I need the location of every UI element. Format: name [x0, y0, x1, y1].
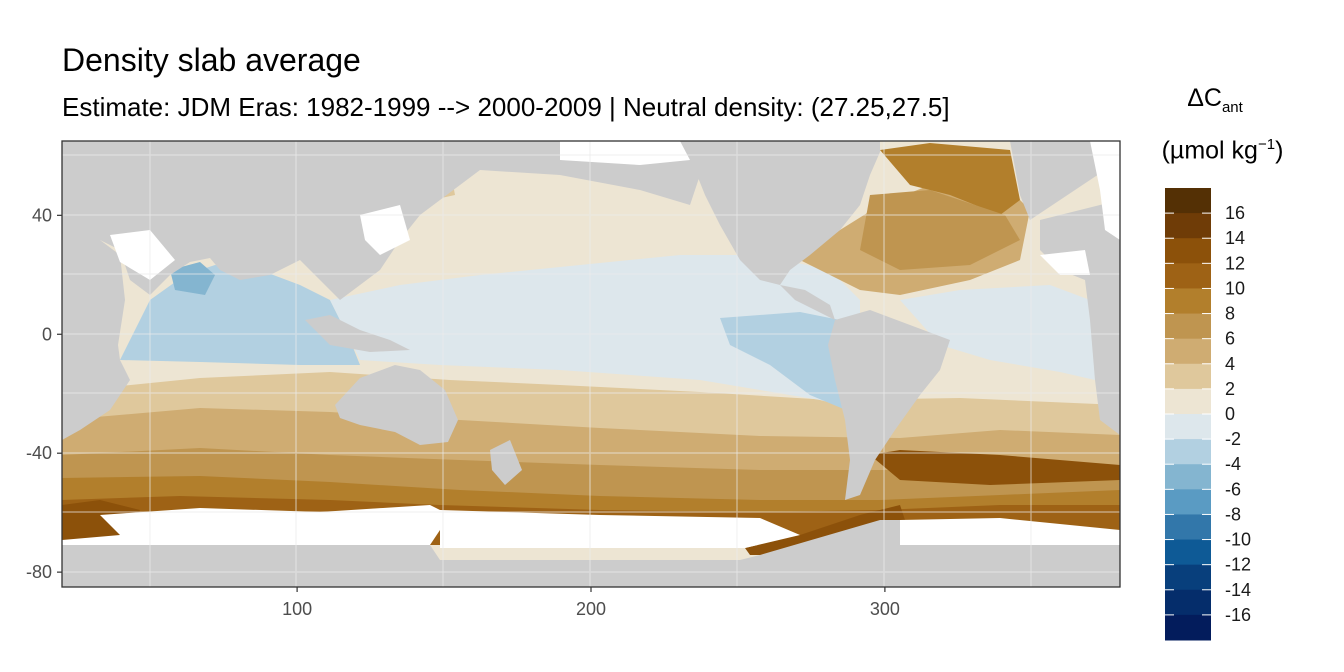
legend-label: 0: [1225, 404, 1235, 424]
legend-swatch: [1165, 489, 1211, 515]
legend-label: 10: [1225, 278, 1245, 298]
no-data-east-antarctic: [900, 518, 1120, 545]
chart-title: Density slab average: [62, 42, 361, 78]
x-axis: 100 200 300: [282, 587, 900, 619]
legend-swatch: [1165, 414, 1211, 440]
tropical-bands: [120, 255, 1095, 415]
map-panel: [62, 141, 1120, 587]
legend-label: -2: [1225, 429, 1241, 449]
legend-unit-superscript: −1: [1257, 136, 1276, 153]
no-data: [62, 141, 1120, 548]
land-asia: [62, 141, 880, 300]
y-tick-label: 0: [42, 324, 52, 344]
x-tick-label: 100: [282, 599, 312, 619]
legend-swatch: [1165, 363, 1211, 390]
legend-swatch: [1165, 338, 1211, 365]
legend-label: -10: [1225, 530, 1251, 550]
x-tick-label: 200: [576, 599, 606, 619]
legend-label: -6: [1225, 479, 1241, 499]
legend-label: 16: [1225, 203, 1245, 223]
legend-swatch: [1165, 188, 1211, 214]
legend-swatch: [1165, 238, 1211, 264]
legend-swatch: [1165, 589, 1211, 616]
no-data-arctic-1: [560, 141, 690, 165]
no-data-red-sea: [110, 230, 175, 280]
legend-label: 2: [1225, 379, 1235, 399]
band-tropical-atlantic: [900, 285, 1095, 380]
legend-label: 14: [1225, 228, 1245, 248]
legend-unit-close: ): [1275, 136, 1284, 165]
land-australia: [335, 365, 458, 445]
y-tick-label: -40: [26, 443, 52, 463]
legend-label: 4: [1225, 354, 1235, 374]
land-greenland: [1010, 141, 1120, 220]
x-tick-label: 300: [870, 599, 900, 619]
band-arabian-sea: [170, 262, 215, 295]
land-africa-east: [1085, 280, 1120, 435]
legend-label: -8: [1225, 504, 1241, 524]
land-antarctica: [62, 520, 1120, 587]
legend-swatch: [1165, 614, 1211, 641]
y-tick-label: 40: [32, 205, 52, 225]
legend-title-subscript: ant: [1221, 99, 1243, 116]
legend-title: ΔCant: [1160, 84, 1270, 116]
no-data-weddell: [62, 505, 450, 545]
y-axis: 40 0 -40 -80: [26, 205, 62, 582]
legend-label: 8: [1225, 304, 1235, 324]
legend-swatch: [1165, 464, 1211, 490]
land-north-america: [695, 141, 880, 285]
legend-swatch: [1165, 564, 1211, 591]
legend-label: -12: [1225, 555, 1251, 575]
legend-swatch: [1165, 313, 1211, 340]
land-africa: [62, 240, 130, 440]
legend-unit-main: (µmol kg: [1161, 136, 1258, 165]
legend-swatch: [1165, 514, 1211, 541]
legend-unit: (µmol kg−1): [1160, 136, 1285, 165]
band-east-pacific: [720, 312, 860, 415]
no-data-med: [1040, 250, 1090, 275]
legend-swatch: [1165, 288, 1211, 315]
legend-label: -4: [1225, 454, 1241, 474]
land-new-zealand: [490, 440, 522, 485]
legend-label: 12: [1225, 253, 1245, 273]
legend-label: 6: [1225, 329, 1235, 349]
no-data-ross: [440, 510, 800, 548]
land: [62, 141, 1120, 587]
legend-title-symbol: ΔC: [1187, 84, 1222, 112]
no-data-japan-sea: [360, 205, 410, 255]
major-grid-lines: [62, 141, 1120, 587]
legend-swatch: [1165, 263, 1211, 289]
north-atlantic-mid: [860, 190, 1020, 270]
land-central-america: [780, 285, 835, 320]
band-drake-high: [870, 450, 1120, 485]
band-ross-high: [745, 505, 905, 555]
legend-label: -14: [1225, 580, 1251, 600]
legend-swatch: [1165, 439, 1211, 465]
legend-label: -16: [1225, 605, 1251, 625]
north-atlantic-high: [880, 143, 1020, 215]
legend-colorbar: 16 14 12 10 8 6 4 2 0 -2 -4 -6 -8 -10 -12 -14 -16: [1165, 188, 1251, 641]
chart-subtitle: Estimate: JDM Eras: 1982-1999 --> 2000-2…: [62, 92, 950, 122]
legend-swatch: [1165, 388, 1211, 415]
y-tick-label: -80: [26, 562, 52, 582]
band-tropical-pacific: [330, 255, 860, 410]
legend-swatch: [1165, 539, 1211, 566]
legend-swatch: [1165, 213, 1211, 239]
